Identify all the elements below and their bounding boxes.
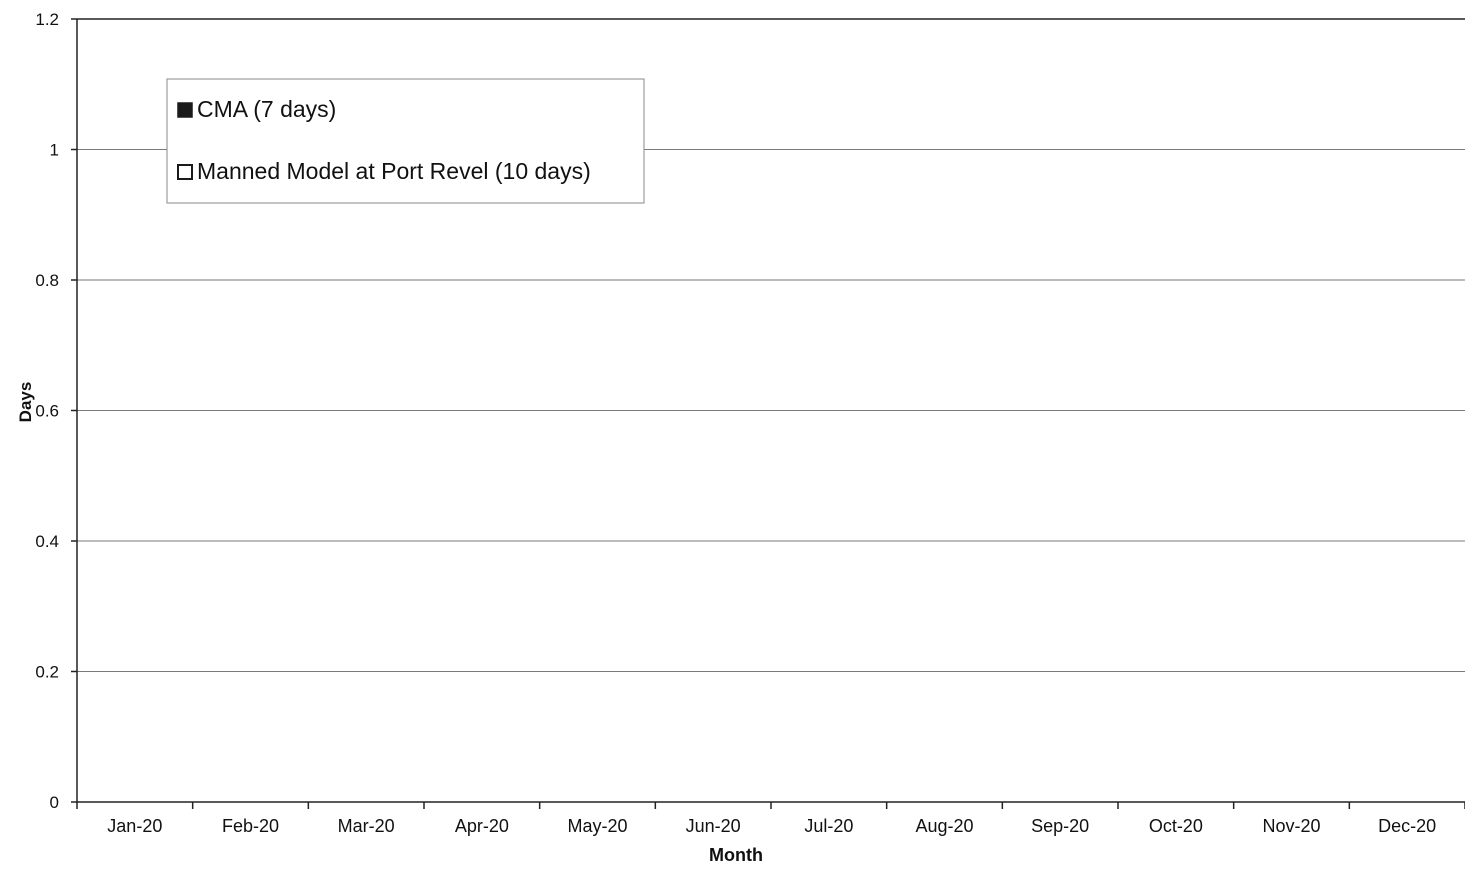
x-tick-label: May-20	[567, 816, 627, 836]
y-tick-label: 0.6	[35, 402, 59, 421]
x-tick-label: Aug-20	[915, 816, 973, 836]
legend-label-cma: CMA (7 days)	[197, 96, 336, 122]
x-tick-label: Jul-20	[804, 816, 853, 836]
x-tick-label: Sep-20	[1031, 816, 1089, 836]
y-axis-title: Days	[16, 382, 35, 423]
y-tick-label: 0.2	[35, 663, 59, 682]
x-tick-label: Apr-20	[455, 816, 509, 836]
x-tick-label: Dec-20	[1378, 816, 1436, 836]
y-tick-label: 0.4	[35, 532, 59, 551]
legend-box	[166, 78, 645, 204]
legend-label-manned-model: Manned Model at Port Revel (10 days)	[197, 158, 591, 184]
x-axis-ticks: Jan-20 Feb-20 Mar-20 Apr-20 May-20 Jun-20 Jul-…	[76, 802, 1465, 836]
x-tick-label: Mar-20	[338, 816, 395, 836]
legend-swatch-cma	[177, 102, 193, 118]
y-axis-ticks: 0 0.2 0.4 0.6 0.8 1 1.2	[35, 10, 77, 812]
x-tick-label: Jan-20	[107, 816, 162, 836]
x-tick-label: Jun-20	[686, 816, 741, 836]
x-tick-label: Oct-20	[1149, 816, 1203, 836]
x-tick-label: Nov-20	[1262, 816, 1320, 836]
y-tick-label: 0.8	[35, 271, 59, 290]
y-tick-label: 1	[50, 141, 59, 160]
y-tick-label: 0	[50, 793, 59, 812]
legend: CMA (7 days) Manned Model at Port Revel …	[166, 78, 645, 204]
x-tick-label: Feb-20	[222, 816, 279, 836]
x-axis-title: Month	[709, 845, 763, 865]
y-tick-label: 1.2	[35, 10, 59, 29]
gridlines	[77, 149, 1465, 672]
legend-swatch-manned-model	[177, 164, 193, 180]
